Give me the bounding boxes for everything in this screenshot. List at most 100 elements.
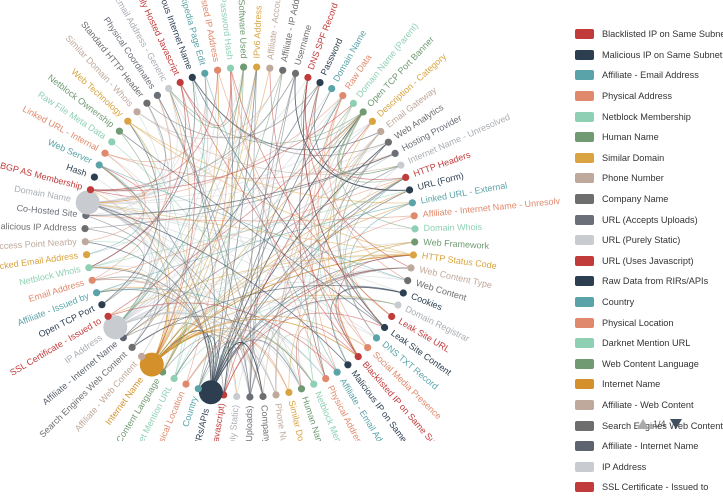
node-marker[interactable] — [128, 343, 136, 351]
legend-item[interactable]: Netblock Membership — [575, 106, 723, 127]
node-marker[interactable] — [391, 149, 399, 157]
legend-item[interactable]: Internet Name — [575, 374, 723, 395]
node-marker[interactable] — [75, 190, 100, 215]
node-marker[interactable] — [124, 117, 132, 125]
node-marker[interactable] — [344, 361, 352, 369]
legend-item[interactable]: IP Address — [575, 456, 723, 477]
node-marker[interactable] — [349, 99, 357, 107]
legend-item[interactable]: Affiliate - Internet Name — [575, 436, 723, 457]
node-marker[interactable] — [406, 186, 414, 194]
node-marker[interactable] — [101, 149, 109, 157]
node-marker[interactable] — [240, 63, 248, 71]
node-marker[interactable] — [297, 385, 306, 393]
node-marker[interactable] — [104, 312, 112, 320]
graph-node[interactable]: URL (Purely Static) — [224, 392, 240, 441]
node-marker[interactable] — [214, 66, 222, 74]
legend-item[interactable]: Affiliate - Email Address — [575, 65, 723, 86]
legend-item[interactable]: Search Engines Web Content — [575, 415, 723, 436]
node-marker[interactable] — [381, 323, 389, 332]
legend-item[interactable]: URL (Accepts Uploads) — [575, 209, 723, 230]
node-marker[interactable] — [266, 64, 274, 72]
legend-item[interactable]: SSL Certificate - Issued to — [575, 477, 723, 498]
node-marker[interactable] — [411, 238, 419, 246]
node-marker[interactable] — [153, 91, 161, 99]
graph-node[interactable]: Malicious IP Address — [0, 221, 89, 233]
node-marker[interactable] — [226, 64, 235, 72]
node-marker[interactable] — [333, 368, 341, 376]
graph-node[interactable]: Web Framework — [411, 237, 490, 251]
legend-item[interactable]: Phone Number — [575, 168, 723, 189]
node-marker[interactable] — [304, 73, 312, 82]
node-marker[interactable] — [176, 78, 184, 87]
graph-node[interactable]: Company Name — [259, 392, 274, 441]
node-marker[interactable] — [259, 392, 267, 401]
node-marker[interactable] — [246, 393, 254, 401]
node-marker[interactable] — [201, 69, 209, 77]
node-marker[interactable] — [364, 344, 372, 352]
node-marker[interactable] — [359, 108, 367, 116]
node-marker[interactable] — [95, 161, 103, 169]
graph-node[interactable]: URL (Accepts Uploads) — [244, 393, 254, 441]
node-marker[interactable] — [108, 138, 116, 146]
legend-item[interactable]: Affiliate - Web Content — [575, 395, 723, 416]
node-marker[interactable] — [170, 374, 178, 383]
node-marker[interactable] — [368, 117, 376, 125]
legend-item[interactable]: Country — [575, 292, 723, 313]
node-marker[interactable] — [285, 388, 293, 396]
legend-item[interactable]: Darknet Mention URL — [575, 333, 723, 354]
node-marker[interactable] — [83, 251, 91, 259]
node-marker[interactable] — [339, 92, 347, 100]
node-marker[interactable] — [372, 334, 381, 342]
node-marker[interactable] — [86, 186, 95, 194]
node-marker[interactable] — [90, 173, 98, 181]
node-marker[interactable] — [409, 251, 417, 259]
node-marker[interactable] — [198, 380, 223, 405]
node-marker[interactable] — [354, 353, 362, 361]
node-marker[interactable] — [139, 352, 164, 377]
node-marker[interactable] — [394, 301, 402, 309]
legend-item[interactable]: Blacklisted IP on Same Subnet — [575, 24, 723, 45]
legend-item[interactable]: Company Name — [575, 189, 723, 210]
node-marker[interactable] — [81, 225, 89, 233]
graph-node[interactable]: Domain Whois — [411, 222, 483, 233]
node-marker[interactable] — [81, 238, 89, 246]
node-marker[interactable] — [399, 289, 407, 297]
node-marker[interactable] — [279, 66, 287, 74]
node-marker[interactable] — [88, 276, 96, 284]
node-marker[interactable] — [182, 380, 190, 388]
node-marker[interactable] — [377, 127, 385, 136]
page-up-icon[interactable] — [637, 419, 649, 429]
node-marker[interactable] — [397, 161, 405, 169]
node-marker[interactable] — [402, 173, 410, 181]
legend-item[interactable]: Physical Location — [575, 312, 723, 333]
node-marker[interactable] — [93, 289, 101, 297]
node-marker[interactable] — [310, 380, 318, 388]
node-marker[interactable] — [411, 225, 419, 233]
node-marker[interactable] — [272, 391, 280, 399]
node-marker[interactable] — [115, 127, 123, 135]
node-marker[interactable] — [316, 79, 324, 87]
legend-item[interactable]: URL (Uses Javascript) — [575, 251, 723, 272]
legend-item[interactable]: Human Name — [575, 127, 723, 148]
legend-item[interactable]: URL (Purely Static) — [575, 230, 723, 251]
node-marker[interactable] — [138, 352, 146, 360]
node-marker[interactable] — [408, 199, 416, 207]
legend-item[interactable]: Raw Data from RIRs/APIs — [575, 271, 723, 292]
node-marker[interactable] — [133, 108, 141, 116]
legend-item[interactable]: Malicious IP on Same Subnet — [575, 45, 723, 66]
legend-item[interactable]: Physical Address — [575, 86, 723, 107]
node-marker[interactable] — [188, 73, 196, 81]
node-marker[interactable] — [85, 264, 93, 272]
node-marker[interactable] — [165, 84, 173, 93]
node-marker[interactable] — [328, 85, 336, 93]
graph-node[interactable]: IPv6 Address — [251, 5, 264, 71]
node-marker[interactable] — [410, 212, 418, 220]
legend-item[interactable]: Web Content Language — [575, 354, 723, 375]
node-marker[interactable] — [253, 63, 261, 71]
graph-node[interactable]: Phone Number — [272, 391, 292, 441]
legend-item[interactable]: Similar Domain — [575, 148, 723, 169]
node-marker[interactable] — [404, 277, 412, 285]
node-marker[interactable] — [291, 69, 300, 77]
node-marker[interactable] — [98, 301, 106, 309]
node-marker[interactable] — [194, 385, 202, 393]
